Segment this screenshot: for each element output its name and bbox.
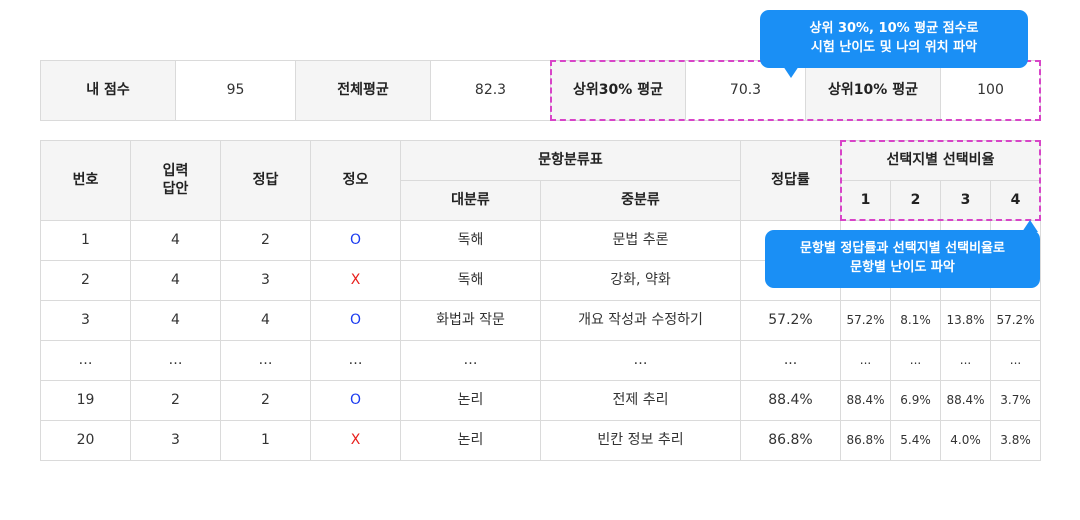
table-cell: 20 xyxy=(40,420,131,461)
table-cell: ... xyxy=(990,340,1041,381)
table-cell: 논리 xyxy=(400,380,541,421)
table-cell: … xyxy=(130,340,221,381)
table-cell: 전제 추리 xyxy=(540,380,741,421)
table-cell: 4 xyxy=(220,300,311,341)
table-cell: X xyxy=(310,420,401,461)
summary-value: 95 xyxy=(175,60,296,121)
callout-text: 시험 난이도 및 나의 위치 파악 xyxy=(810,40,978,55)
callout-text: 문항별 난이도 파악 xyxy=(850,260,955,275)
table-cell: 3 xyxy=(40,300,131,341)
table-cell: … xyxy=(400,340,541,381)
table-cell: 3 xyxy=(220,260,311,301)
table-cell: 88.4% xyxy=(740,380,841,421)
table-cell: … xyxy=(310,340,401,381)
summary-label: 내 점수 xyxy=(40,60,176,121)
callout-text: 상위 30%, 10% 평균 점수로 xyxy=(809,21,979,37)
table-cell: X xyxy=(310,260,401,301)
table-cell: 6.9% xyxy=(890,380,941,421)
table-cell: 88.4% xyxy=(940,380,991,421)
table-cell: 13.8% xyxy=(940,300,991,341)
column-header: 정오 xyxy=(310,140,401,221)
column-header: 대분류 xyxy=(400,180,541,221)
callout-text: 문항별 정답률과 선택지별 선택비율로 xyxy=(800,241,1005,257)
table-cell: 2 xyxy=(220,380,311,421)
table-cell: 독해 xyxy=(400,220,541,261)
table-cell: O xyxy=(310,220,401,261)
table-cell: 문법 추론 xyxy=(540,220,741,261)
table-cell: 빈칸 정보 추리 xyxy=(540,420,741,461)
table-cell: 1 xyxy=(40,220,131,261)
table-cell: … xyxy=(40,340,131,381)
table-cell: 86.8% xyxy=(740,420,841,461)
column-header: 3 xyxy=(940,180,991,221)
table-cell: 3.7% xyxy=(990,380,1041,421)
table-cell: 4 xyxy=(130,220,221,261)
table-cell: 2 xyxy=(220,220,311,261)
callout-tail xyxy=(783,66,799,78)
table-cell: 2 xyxy=(40,260,131,301)
table-cell: 8.1% xyxy=(890,300,941,341)
table-cell: ... xyxy=(940,340,991,381)
table-cell: 57.2% xyxy=(840,300,891,341)
table-cell: 4.0% xyxy=(940,420,991,461)
table-cell: 화법과 작문 xyxy=(400,300,541,341)
table-cell: 독해 xyxy=(400,260,541,301)
table-cell: 5.4% xyxy=(890,420,941,461)
table-cell: ... xyxy=(740,340,841,381)
table-cell: ... xyxy=(890,340,941,381)
table-cell: 4 xyxy=(130,260,221,301)
table-cell: 강화, 약화 xyxy=(540,260,741,301)
column-header: 정답 xyxy=(220,140,311,221)
table-cell: 2 xyxy=(130,380,221,421)
table-cell: 57.2% xyxy=(990,300,1041,341)
table-cell: 3.8% xyxy=(990,420,1041,461)
table-cell: ... xyxy=(840,340,891,381)
table-cell: 3 xyxy=(130,420,221,461)
column-header: 중분류 xyxy=(540,180,741,221)
summary-value: 82.3 xyxy=(430,60,551,121)
table-cell: 86.8% xyxy=(840,420,891,461)
table-cell: 19 xyxy=(40,380,131,421)
column-header: 4 xyxy=(990,180,1041,221)
table-cell: … xyxy=(220,340,311,381)
table-cell: O xyxy=(310,300,401,341)
table-cell: 4 xyxy=(130,300,221,341)
table-cell: O xyxy=(310,380,401,421)
column-header: 정답률 xyxy=(740,140,841,221)
group-header: 문항분류표 xyxy=(400,140,741,181)
column-header: 번호 xyxy=(40,140,131,221)
table-cell: … xyxy=(540,340,741,381)
table-cell: 논리 xyxy=(400,420,541,461)
highlight-box xyxy=(840,140,1041,221)
column-header: 입력 답안 xyxy=(130,140,221,221)
table-cell: 88.4% xyxy=(840,380,891,421)
summary-label: 상위30% 평균 xyxy=(550,60,686,121)
table-cell: 1 xyxy=(220,420,311,461)
summary-label: 전체평균 xyxy=(295,60,431,121)
table-cell: 57.2% xyxy=(740,300,841,341)
table-cell: 개요 작성과 수정하기 xyxy=(540,300,741,341)
callout-tail xyxy=(1022,220,1038,232)
